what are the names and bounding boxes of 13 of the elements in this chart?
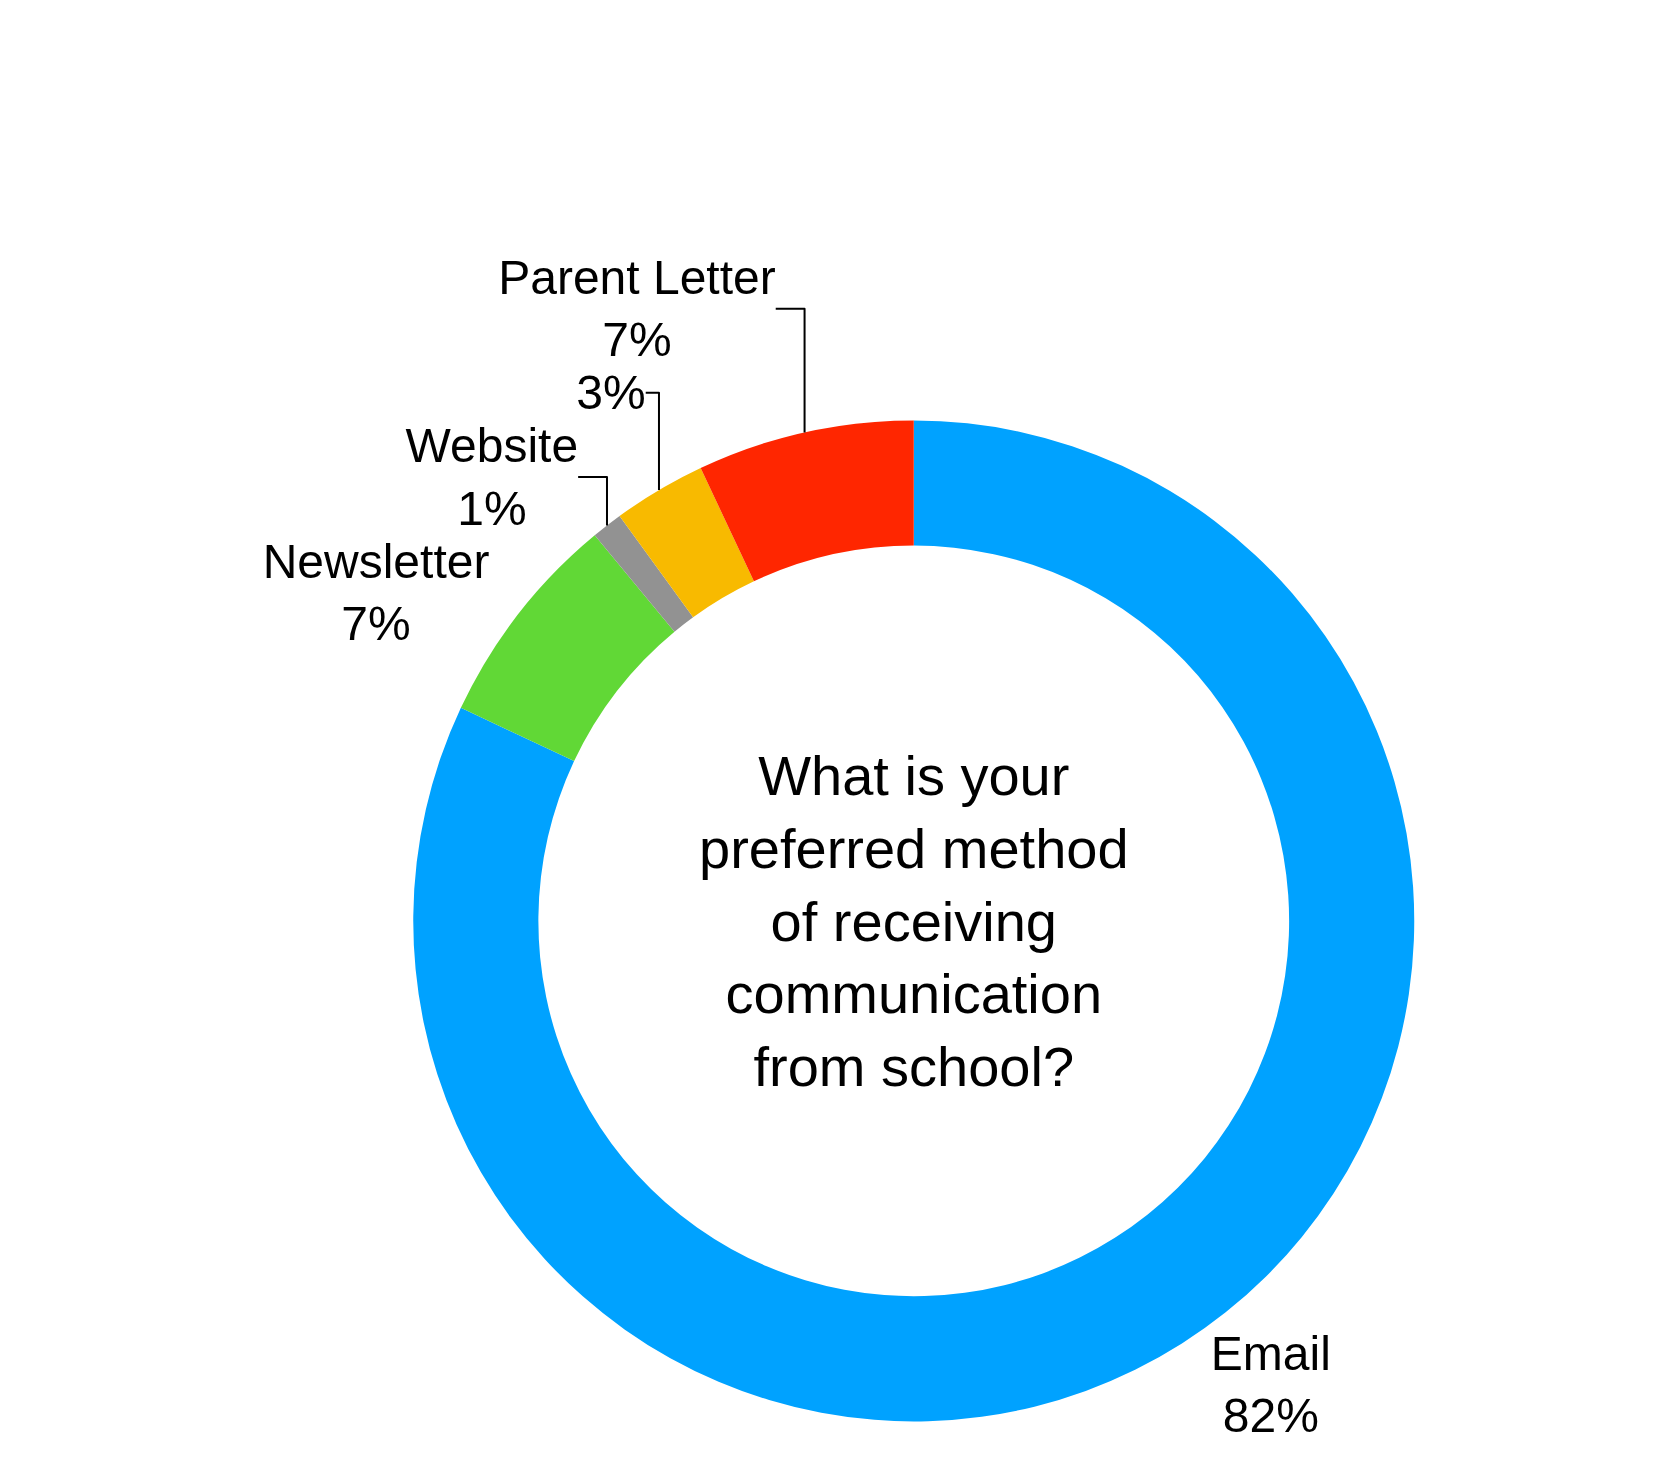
donut-slice (619, 468, 754, 618)
data-label: 7% (602, 313, 672, 367)
slice-label: Parent Letter (498, 250, 776, 304)
data-label: 1% (457, 481, 527, 535)
slice-label: Newsletter (262, 534, 490, 588)
data-label: 7% (341, 597, 411, 651)
slice-label: Website (405, 419, 579, 473)
donut-slice (594, 515, 694, 632)
slice-label: Email (1210, 1326, 1331, 1380)
data-label: 3% (576, 366, 646, 420)
donut-slice (700, 420, 914, 582)
text: What is your preferred method of receiving communication from school? (699, 744, 1129, 1099)
data-label: 82% (1222, 1389, 1319, 1443)
